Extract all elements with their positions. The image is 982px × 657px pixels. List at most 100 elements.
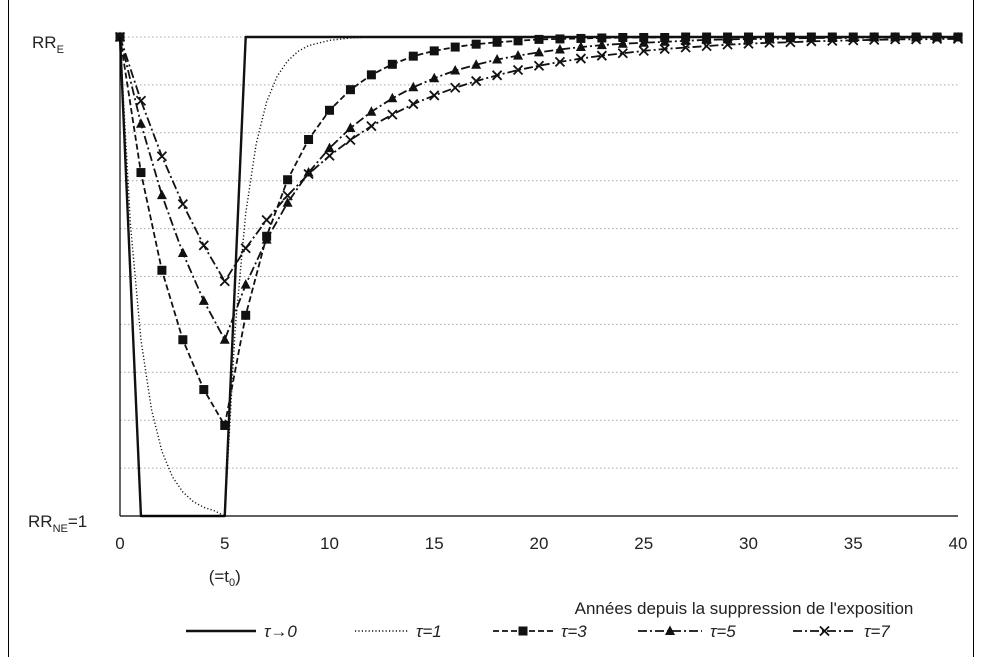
- data-point-x: [198, 240, 209, 251]
- data-point-triangle: [450, 65, 461, 75]
- data-point-triangle: [680, 35, 691, 45]
- data-point-x: [429, 90, 440, 101]
- series-line: [119, 36, 958, 341]
- gridlines: [120, 36, 958, 517]
- data-point-x: [345, 134, 356, 146]
- series-layer: [114, 31, 964, 518]
- data-point-x: [952, 33, 964, 45]
- data-point-triangle: [554, 43, 565, 54]
- data-point-square: [178, 335, 188, 345]
- x-tick-label: 20: [530, 534, 549, 553]
- data-point-square: [534, 34, 544, 44]
- data-point-x: [491, 70, 503, 81]
- data-point-triangle: [492, 54, 503, 64]
- data-point-triangle: [617, 38, 628, 48]
- data-point-x: [282, 190, 293, 201]
- data-point-square: [136, 168, 146, 178]
- data-point-square: [304, 135, 314, 145]
- data-point-x: [764, 37, 775, 48]
- y-bottom-label: RRNE=1: [28, 512, 87, 535]
- data-point-triangle: [387, 92, 398, 103]
- data-point-triangle: [219, 334, 230, 344]
- x-tick-label: 35: [844, 534, 863, 553]
- data-point-x: [303, 168, 314, 180]
- data-point-x: [848, 35, 859, 46]
- data-point-triangle: [408, 81, 419, 92]
- series-4: [115, 31, 963, 344]
- series-line: [119, 36, 958, 517]
- data-point-x: [533, 60, 545, 71]
- data-point-square: [345, 85, 355, 95]
- x-tick-label: 30: [739, 534, 758, 553]
- x-tick-label: 15: [425, 534, 444, 553]
- data-point-x: [219, 276, 230, 287]
- data-point-x: [819, 625, 830, 637]
- legend-item-5: τ=7: [793, 622, 890, 641]
- data-point-x: [408, 98, 419, 110]
- data-point-triangle: [135, 118, 146, 128]
- data-point-x: [910, 34, 922, 45]
- data-point-x: [156, 151, 168, 162]
- data-point-x: [387, 109, 398, 120]
- data-point-triangle: [701, 34, 712, 44]
- data-point-square: [241, 310, 251, 320]
- data-point-x: [722, 39, 733, 50]
- data-point-x: [596, 50, 607, 61]
- legend-label: τ=7: [864, 622, 890, 641]
- data-point-square: [387, 59, 397, 69]
- data-point-triangle: [366, 106, 377, 116]
- data-point-triangle: [659, 36, 670, 46]
- data-point-x: [680, 42, 691, 53]
- data-point-x: [366, 120, 377, 132]
- data-point-x: [177, 199, 188, 210]
- data-point-x: [240, 243, 251, 254]
- x-axis-title: Années depuis la suppression de l'exposi…: [575, 599, 914, 618]
- data-point-x: [806, 36, 817, 47]
- data-point-triangle: [156, 189, 167, 200]
- data-point-square: [618, 32, 628, 42]
- data-point-square: [576, 33, 586, 43]
- data-point-square: [492, 37, 502, 47]
- data-point-square: [220, 420, 230, 430]
- x-tick-label: 5: [220, 534, 229, 553]
- data-point-x: [890, 34, 901, 45]
- data-point-square: [199, 385, 209, 395]
- data-point-square: [283, 175, 293, 185]
- data-point-x: [575, 53, 587, 64]
- x-tick-label: 0: [115, 534, 124, 553]
- axis-layer: [119, 37, 958, 517]
- data-point-triangle: [429, 72, 440, 83]
- data-point-x: [617, 48, 628, 59]
- legend-item-4: τ=5: [638, 622, 736, 641]
- data-point-x: [638, 45, 649, 57]
- legend-item-3: τ=3: [493, 622, 587, 641]
- data-point-triangle: [261, 234, 272, 244]
- data-point-triangle: [471, 59, 482, 69]
- data-point-x: [554, 56, 566, 68]
- legend-item-2: τ=1: [355, 622, 442, 641]
- data-point-x: [931, 33, 943, 45]
- data-point-triangle: [665, 625, 675, 635]
- data-point-x: [743, 38, 754, 49]
- data-point-square: [450, 42, 460, 52]
- legend-item-1: τ→0: [186, 622, 297, 641]
- data-point-x: [450, 82, 461, 93]
- data-point-square: [157, 265, 167, 275]
- data-point-square: [408, 51, 418, 61]
- y-top-label: RRE: [32, 33, 64, 56]
- data-point-x: [701, 40, 712, 52]
- data-point-x: [324, 150, 335, 161]
- data-point-x: [512, 64, 524, 76]
- data-point-x: [785, 37, 796, 48]
- data-point-square: [555, 34, 565, 44]
- x-tick-label: 25: [634, 534, 653, 553]
- x-annotation: (=t0): [209, 567, 241, 589]
- data-point-x: [261, 214, 272, 226]
- series-line: [119, 36, 958, 283]
- labels-layer: 0 5 10 15 20 25 30 35 40 (=t0) Années depuis la su…: [28, 33, 967, 618]
- data-point-square: [429, 46, 439, 56]
- data-point-x: [659, 43, 670, 55]
- x-tick-label: 40: [949, 534, 968, 553]
- series-2: [119, 36, 958, 517]
